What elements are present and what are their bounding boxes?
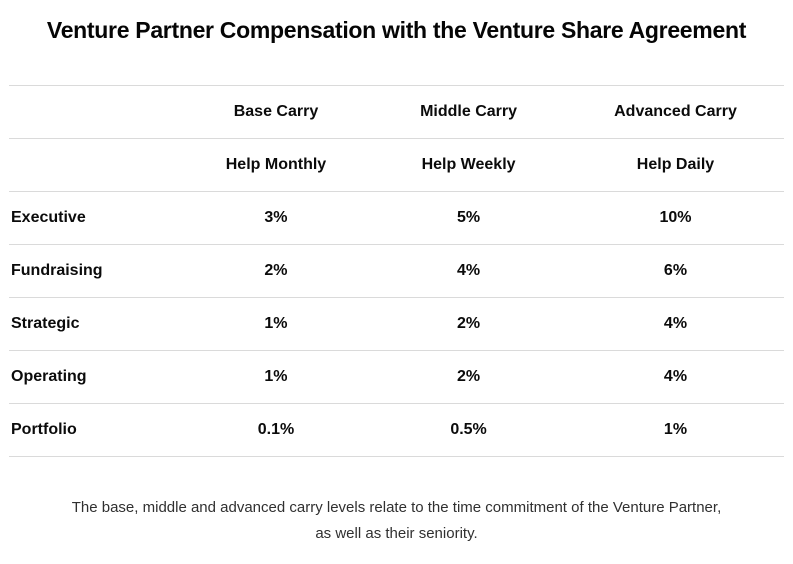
page: Venture Partner Compensation with the Ve… [9, 17, 784, 547]
header-advanced-carry: Advanced Carry [614, 103, 737, 120]
cell-value: 4% [456, 262, 481, 279]
cell-value: 6% [663, 262, 688, 279]
table-header-row-carry: Base Carry Middle Carry Advanced Carry [9, 85, 784, 139]
row-label: Executive [11, 209, 86, 226]
cell-value: 1% [663, 421, 688, 438]
row-label: Portfolio [11, 421, 77, 438]
cell-value: 1% [264, 315, 288, 332]
table-caption: The base, middle and advanced carry leve… [17, 495, 777, 547]
cell-value: 4% [663, 315, 688, 332]
table-row-strategic: Strategic 1% 2% 4% [9, 297, 784, 351]
row-label: Operating [11, 368, 87, 385]
header-middle-carry: Middle Carry [420, 103, 517, 120]
cell-value: 0.5% [450, 421, 487, 438]
row-label: Fundraising [11, 262, 103, 279]
row-label: Strategic [11, 315, 80, 332]
header-base-carry: Base Carry [233, 103, 319, 120]
cell-value: 2% [456, 368, 481, 385]
caption-line-2: as well as their seniority. [315, 525, 478, 542]
header-empty-cell [9, 139, 182, 192]
table-header-row-help: Help Monthly Help Weekly Help Daily [9, 138, 784, 192]
page-title: Venture Partner Compensation with the Ve… [46, 17, 747, 43]
header-help-weekly: Help Weekly [421, 156, 516, 173]
cell-value: 5% [456, 209, 481, 226]
cell-value: 10% [659, 209, 692, 226]
cell-value: 3% [264, 209, 288, 226]
header-empty-cell [9, 86, 182, 139]
cell-value: 0.1% [257, 421, 295, 438]
cell-value: 2% [264, 262, 288, 279]
caption-line-1: The base, middle and advanced carry leve… [71, 499, 722, 516]
header-help-daily: Help Daily [636, 156, 715, 173]
cell-value: 4% [663, 368, 688, 385]
cell-value: 1% [264, 368, 288, 385]
table-row-operating: Operating 1% 2% 4% [9, 350, 784, 404]
table-row-fundraising: Fundraising 2% 4% 6% [9, 244, 784, 298]
table-row-portfolio: Portfolio 0.1% 0.5% 1% [9, 403, 784, 457]
table-row-executive: Executive 3% 5% 10% [9, 191, 784, 245]
cell-value: 2% [456, 315, 481, 332]
header-help-monthly: Help Monthly [225, 156, 327, 173]
compensation-table: Base Carry Middle Carry Advanced Carry H… [9, 85, 784, 457]
